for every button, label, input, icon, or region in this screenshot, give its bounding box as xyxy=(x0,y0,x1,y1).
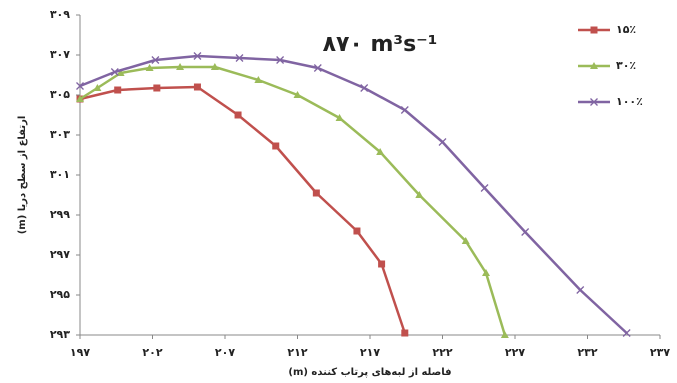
marker xyxy=(622,329,631,337)
annotation: ۸۷۰ m³s⁻¹ xyxy=(323,32,438,57)
marker xyxy=(254,76,263,83)
marker xyxy=(401,329,409,337)
marker xyxy=(313,64,322,72)
marker xyxy=(360,84,369,92)
x-tick-label: ۲۲۲ xyxy=(432,346,452,359)
marker xyxy=(438,138,447,146)
y-tick-label: ۳۰۱ xyxy=(50,168,70,181)
x-tick-label: ۲۳۲ xyxy=(577,346,597,359)
marker xyxy=(590,98,598,106)
marker xyxy=(461,237,470,244)
marker xyxy=(576,286,585,294)
marker xyxy=(110,68,119,76)
marker xyxy=(116,69,125,76)
y-tick-label: ۲۹۹ xyxy=(50,208,70,221)
marker xyxy=(335,114,344,121)
x-tick-label: ۲۲۷ xyxy=(505,346,525,359)
series-line xyxy=(79,65,507,336)
x-tick-label: ۱۹۷ xyxy=(70,346,90,359)
marker xyxy=(151,56,160,64)
legend-label: ۱۰۰٪ xyxy=(616,95,643,108)
marker xyxy=(353,227,361,235)
y-tick-label: ۳۰۹ xyxy=(50,8,70,21)
y-tick-label: ۲۹۵ xyxy=(50,288,70,301)
marker xyxy=(276,56,285,64)
y-tick-label: ۳۰۷ xyxy=(50,48,70,61)
y-tick-label: ۳۰۳ xyxy=(50,128,70,141)
x-tick-label: ۲۱۷ xyxy=(360,346,380,359)
y-tick-label: ۲۹۳ xyxy=(50,328,70,341)
legend-label: ۳۰٪ xyxy=(616,59,636,72)
marker xyxy=(272,142,280,150)
marker xyxy=(93,84,102,91)
marker xyxy=(521,228,530,236)
y-tick-label: ۳۰۵ xyxy=(50,88,70,101)
marker xyxy=(312,189,320,197)
y-axis-label: ارتفاع از سطح دریا (m) xyxy=(17,116,28,235)
y-tick-label: ۲۹۷ xyxy=(50,248,70,261)
marker xyxy=(293,91,302,98)
marker xyxy=(234,111,242,119)
marker xyxy=(76,82,84,90)
x-tick-label: ۲۳۷ xyxy=(650,346,670,359)
marker xyxy=(400,106,409,114)
marker xyxy=(590,62,598,69)
marker xyxy=(500,331,509,338)
legend-label: ۱۵٪ xyxy=(616,23,636,36)
x-axis-label: فاصله از لبه‌های پرتاب کننده (m) xyxy=(288,367,451,378)
series-line xyxy=(79,85,406,334)
marker xyxy=(210,63,219,70)
marker xyxy=(114,86,122,94)
marker xyxy=(415,191,424,198)
marker xyxy=(590,26,598,34)
x-tick-label: ۲۱۲ xyxy=(287,346,307,359)
marker xyxy=(193,83,201,91)
marker xyxy=(378,260,386,268)
marker xyxy=(153,84,161,92)
series-line xyxy=(79,54,628,334)
marker xyxy=(235,54,244,62)
marker xyxy=(482,269,490,276)
marker xyxy=(76,95,84,102)
x-tick-label: ۲۰۲ xyxy=(142,346,162,359)
marker xyxy=(376,148,385,155)
x-tick-label: ۲۰۷ xyxy=(215,346,235,359)
marker xyxy=(145,64,154,71)
marker xyxy=(193,52,202,60)
marker xyxy=(480,184,489,192)
marker xyxy=(176,63,185,70)
